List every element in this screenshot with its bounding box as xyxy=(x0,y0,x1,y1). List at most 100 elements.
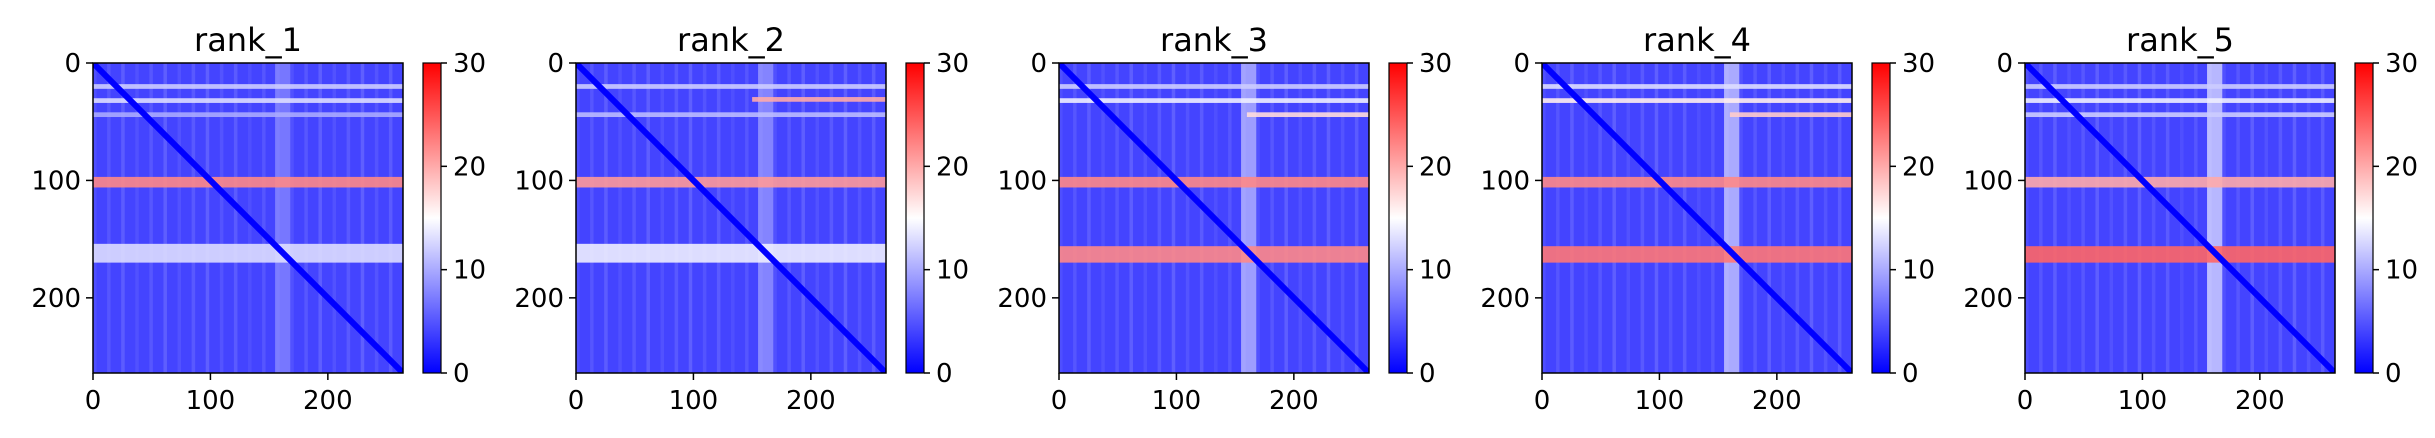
texture-stripe xyxy=(2095,63,2099,373)
heatmap-band xyxy=(576,244,886,263)
texture-stripe xyxy=(2236,63,2240,373)
texture-stripe xyxy=(646,63,650,373)
y-tick-label: 100 xyxy=(31,166,81,196)
texture-stripe xyxy=(333,63,337,373)
texture-stripe xyxy=(632,63,636,373)
colorbar xyxy=(1872,63,1890,373)
colorbar-tick-label: 20 xyxy=(1419,152,1452,182)
texture-stripe xyxy=(801,63,805,373)
colorbar-tick-label: 0 xyxy=(2385,359,2402,389)
heatmap-panel: rank_50 100 20001002000102030 xyxy=(1963,21,2418,416)
texture-stripe xyxy=(318,63,322,373)
heatmap-band xyxy=(2025,98,2335,103)
heatmap-band xyxy=(93,84,403,89)
panel-title: rank_1 xyxy=(194,21,302,59)
y-tick-label: 100 xyxy=(1480,166,1530,196)
texture-stripe xyxy=(2293,63,2297,373)
panel-title: rank_3 xyxy=(1160,21,1268,59)
texture-stripe xyxy=(304,63,308,373)
y-tick-label: 200 xyxy=(31,284,81,314)
y-tick-label: 0 xyxy=(547,49,564,79)
texture-stripe xyxy=(703,63,707,373)
texture-stripe xyxy=(1838,63,1842,373)
texture-stripe xyxy=(2279,63,2283,373)
texture-stripe xyxy=(717,63,721,373)
texture-stripe xyxy=(1158,63,1162,373)
texture-stripe xyxy=(1810,63,1814,373)
texture-stripe xyxy=(675,63,679,373)
texture-stripe xyxy=(689,63,693,373)
texture-stripe xyxy=(2138,63,2142,373)
texture-stripe xyxy=(1570,63,1574,373)
x-tick-label: 200 xyxy=(1752,386,1802,416)
texture-stripe xyxy=(121,63,125,373)
y-tick-label: 200 xyxy=(1480,284,1530,314)
colorbar-tick-label: 0 xyxy=(936,359,953,389)
x-tick-label: 0 xyxy=(85,386,102,416)
y-tick-label: 100 xyxy=(997,166,1047,196)
heatmap-band xyxy=(1542,98,1852,103)
texture-stripe xyxy=(1186,63,1190,373)
colorbar-tick-label: 20 xyxy=(936,152,969,182)
heatmap-vertical-band xyxy=(2207,63,2222,373)
colorbar-tick-label: 30 xyxy=(936,49,969,79)
texture-stripe xyxy=(1824,63,1828,373)
y-tick-label: 200 xyxy=(1963,284,2013,314)
texture-stripe xyxy=(604,63,608,373)
x-tick-label: 0 xyxy=(568,386,585,416)
heatmap-panel: rank_1 0 100 200 0 100 200 0 10 20 30 xyxy=(31,21,486,416)
texture-stripe xyxy=(389,63,393,373)
y-tick-label: 200 xyxy=(514,284,564,314)
texture-stripe xyxy=(1115,63,1119,373)
texture-stripe xyxy=(787,63,791,373)
texture-stripe xyxy=(1598,63,1602,373)
texture-stripe xyxy=(1739,63,1743,373)
texture-stripe xyxy=(2166,63,2170,373)
texture-stripe xyxy=(1355,63,1359,373)
heatmap-band xyxy=(93,177,403,188)
texture-stripe xyxy=(1612,63,1616,373)
x-tick-label: 100 xyxy=(186,386,236,416)
panel-title: rank_5 xyxy=(2126,21,2234,59)
texture-stripe xyxy=(1172,63,1176,373)
colorbar xyxy=(2355,63,2373,373)
texture-stripe xyxy=(1556,63,1560,373)
heatmap-panel: rank_40 100 20001002000102030 xyxy=(1480,21,1935,416)
colorbar xyxy=(1389,63,1407,373)
texture-stripe xyxy=(192,63,196,373)
texture-stripe xyxy=(773,63,777,373)
texture-stripe xyxy=(2250,63,2254,373)
texture-stripe xyxy=(2039,63,2043,373)
y-tick-label: 100 xyxy=(514,166,564,196)
heatmap-band xyxy=(576,177,886,188)
colorbar-tick-label: 10 xyxy=(2385,256,2418,286)
texture-stripe xyxy=(2321,63,2325,373)
texture-stripe xyxy=(1087,63,1091,373)
heatmap-band xyxy=(1059,98,1369,103)
texture-stripe xyxy=(2194,63,2198,373)
texture-stripe xyxy=(1327,63,1331,373)
texture-stripe xyxy=(220,63,224,373)
texture-stripe xyxy=(844,63,848,373)
x-tick-label: 0 xyxy=(1534,386,1551,416)
texture-stripe xyxy=(178,63,182,373)
heatmap-vertical-band xyxy=(1724,63,1739,373)
heatmap-vertical-band xyxy=(1241,63,1256,373)
heatmap-band xyxy=(576,84,886,89)
texture-stripe xyxy=(234,63,238,373)
x-tick-label: 200 xyxy=(2235,386,2285,416)
y-tick-label: 0 xyxy=(64,49,81,79)
colorbar-tick-label: 30 xyxy=(1419,49,1452,79)
texture-stripe xyxy=(1627,63,1631,373)
colorbar-tick-label: 30 xyxy=(453,49,486,79)
heatmap-vertical-band xyxy=(275,63,290,373)
texture-stripe xyxy=(2053,63,2057,373)
texture-stripe xyxy=(1683,63,1687,373)
texture-stripe xyxy=(1144,63,1148,373)
colorbar-tick-label: 0 xyxy=(453,359,470,389)
texture-stripe xyxy=(1753,63,1757,373)
panel-title: rank_2 xyxy=(677,21,785,59)
y-tick-label: 200 xyxy=(997,284,1047,314)
texture-stripe xyxy=(745,63,749,373)
y-tick-label: 0 xyxy=(1513,49,1530,79)
